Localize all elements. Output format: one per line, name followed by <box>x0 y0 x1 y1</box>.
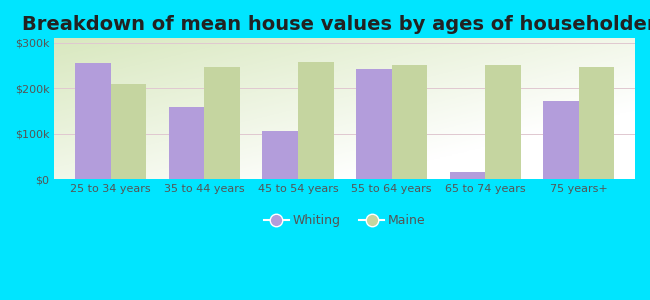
Bar <box>450 172 485 179</box>
Bar <box>111 84 146 179</box>
Title: Breakdown of mean house values by ages of householders: Breakdown of mean house values by ages o… <box>21 15 650 34</box>
Bar <box>298 62 333 179</box>
Bar <box>485 65 521 179</box>
Bar <box>169 106 204 179</box>
Bar <box>204 67 240 179</box>
Bar <box>356 69 391 179</box>
Bar <box>391 65 427 179</box>
Legend: Whiting, Maine: Whiting, Maine <box>259 209 431 232</box>
Bar <box>75 63 110 179</box>
Bar <box>263 130 298 179</box>
Bar <box>578 67 614 179</box>
Bar <box>543 101 578 179</box>
